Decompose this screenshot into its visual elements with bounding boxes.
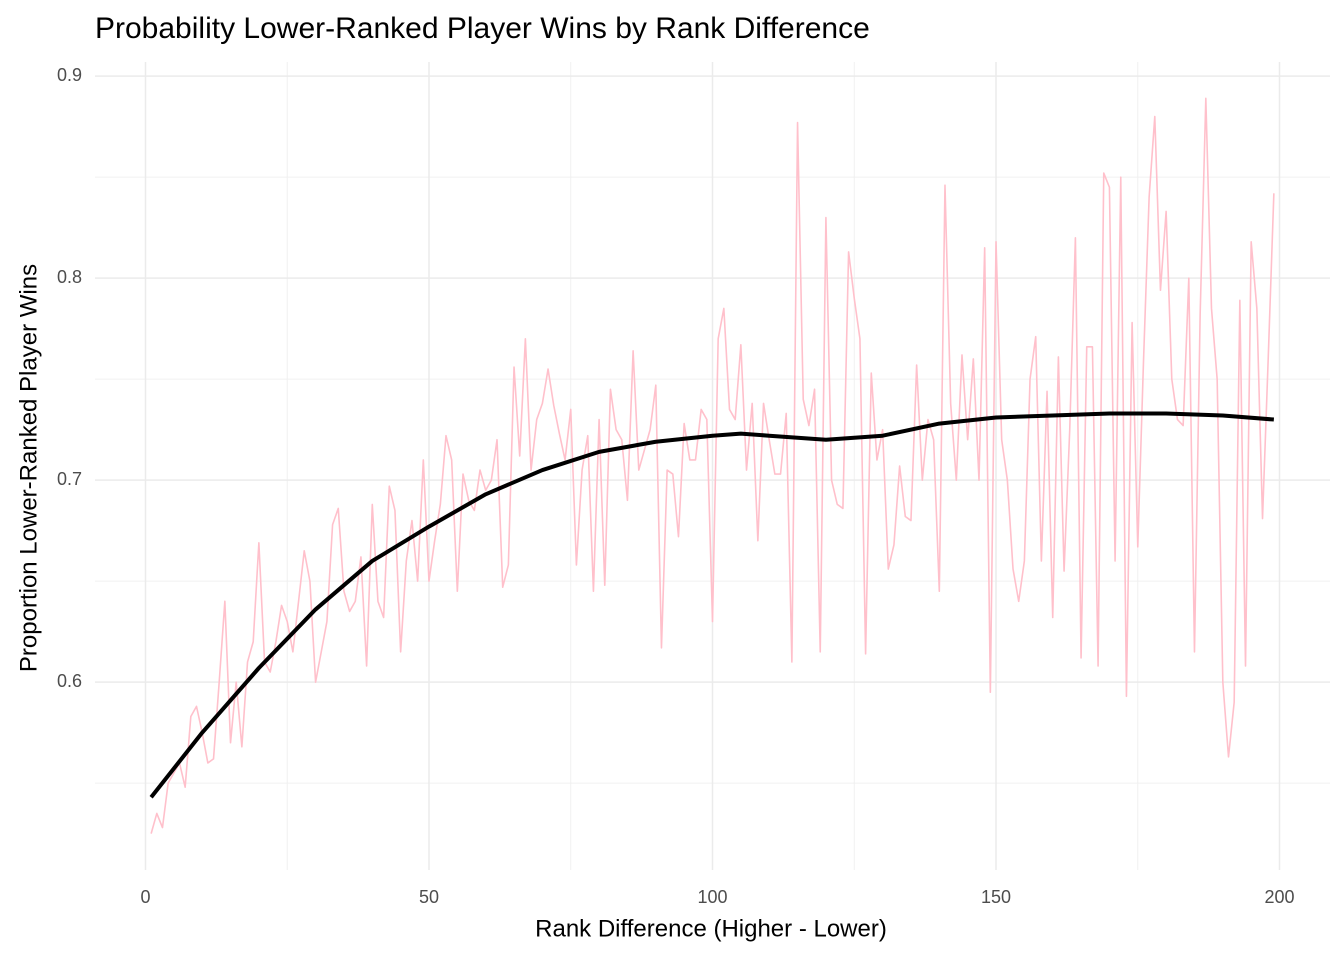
chart-title: Probability Lower-Ranked Player Wins by … [95, 12, 870, 45]
y-tick-label: 0.6 [57, 671, 82, 691]
x-tick-label: 100 [697, 887, 727, 907]
x-tick-label: 200 [1265, 887, 1295, 907]
x-tick-label: 50 [419, 887, 439, 907]
series-line [149, 411, 1275, 799]
series-line [150, 97, 1275, 834]
y-tick-label: 0.9 [57, 65, 82, 85]
x-tick-label: 0 [140, 887, 150, 907]
x-axis-label: Rank Difference (Higher - Lower) [535, 915, 887, 942]
y-axis-label: Proportion Lower-Ranked Player Wins [15, 264, 42, 672]
x-tick-label: 150 [981, 887, 1011, 907]
y-tick-label: 0.8 [57, 267, 82, 287]
y-tick-label: 0.7 [57, 469, 82, 489]
